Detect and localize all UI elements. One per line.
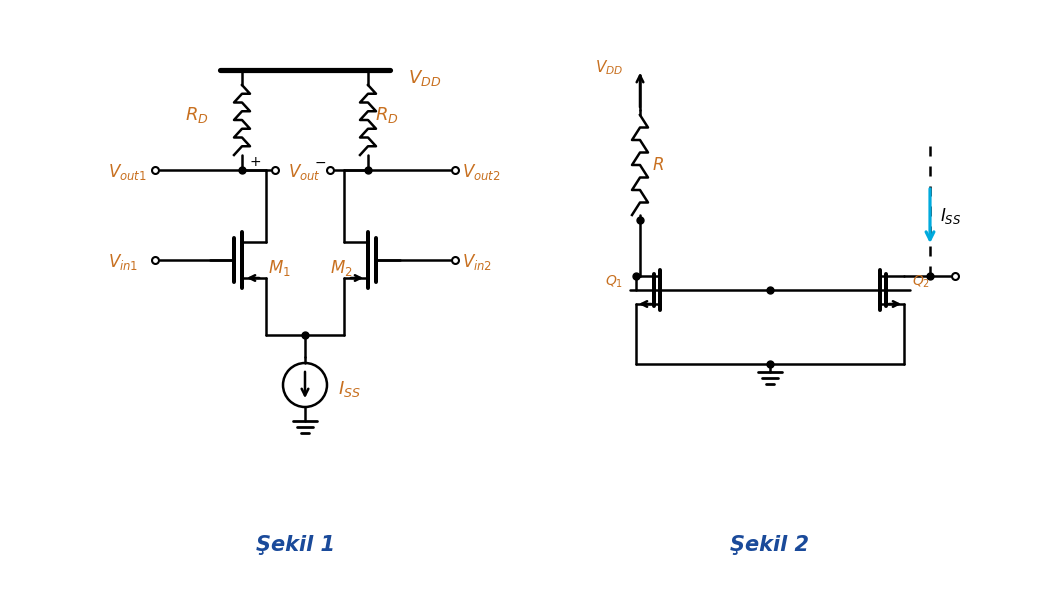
- Text: $-$: $-$: [314, 155, 326, 169]
- Text: $V_{DD}$: $V_{DD}$: [595, 59, 623, 77]
- Text: $M_1$: $M_1$: [268, 258, 290, 278]
- Text: $R$: $R$: [652, 156, 664, 174]
- Text: $R_D$: $R_D$: [185, 105, 209, 125]
- Text: +: +: [249, 155, 261, 169]
- Text: $V_{out2}$: $V_{out2}$: [463, 162, 501, 182]
- Text: $V_{out}$: $V_{out}$: [288, 162, 321, 182]
- Text: $V_{in1}$: $V_{in1}$: [108, 252, 138, 272]
- Text: $I_{SS}$: $I_{SS}$: [940, 206, 961, 226]
- Text: Şekil 1: Şekil 1: [256, 535, 335, 555]
- Text: Şekil 2: Şekil 2: [731, 535, 810, 555]
- Text: $Q_1$: $Q_1$: [605, 274, 623, 290]
- Text: $V_{DD}$: $V_{DD}$: [408, 68, 441, 88]
- Text: $V_{in2}$: $V_{in2}$: [463, 252, 492, 272]
- Text: $I_{SS}$: $I_{SS}$: [338, 379, 361, 399]
- Text: $M_2$: $M_2$: [329, 258, 353, 278]
- Text: $R_D$: $R_D$: [375, 105, 398, 125]
- Text: $V_{out1}$: $V_{out1}$: [108, 162, 147, 182]
- Text: $Q_2$: $Q_2$: [912, 274, 930, 290]
